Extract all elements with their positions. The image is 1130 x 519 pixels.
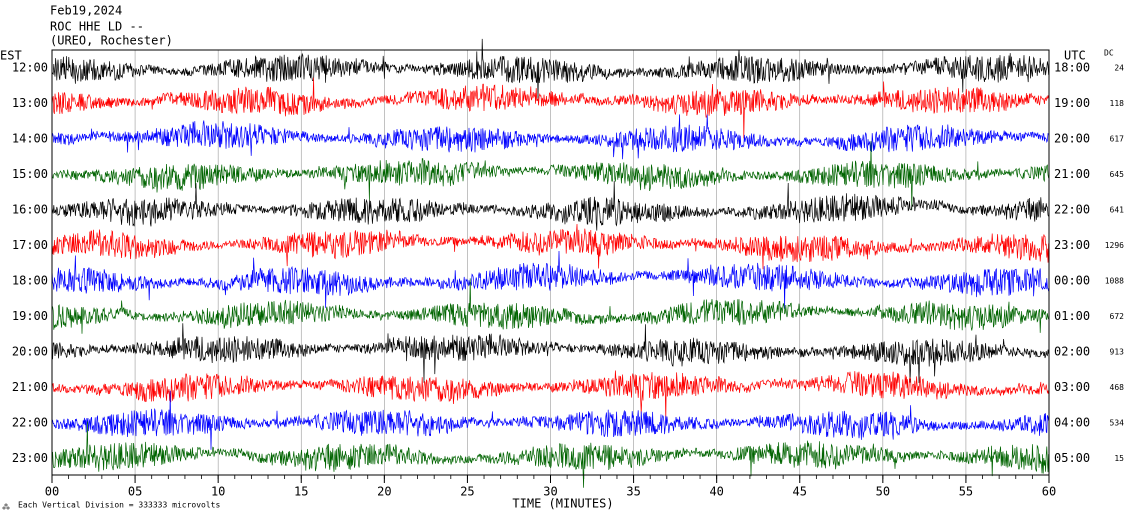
utc-label: 00:00 xyxy=(1054,274,1090,288)
dc-value: 645 xyxy=(1110,170,1125,179)
trace xyxy=(51,141,1049,210)
dc-value: 913 xyxy=(1110,348,1125,357)
right-axis-label: UTC xyxy=(1064,49,1086,63)
est-label: 13:00 xyxy=(12,96,48,110)
est-label: 19:00 xyxy=(12,309,48,323)
footer: Each Vertical Division = 333333 microvol… xyxy=(18,501,220,510)
header-station: ROC HHE LD -- xyxy=(50,20,144,34)
utc-label: 05:00 xyxy=(1054,451,1090,465)
header-location: (UREO, Rochester) xyxy=(50,34,173,48)
plot-frame xyxy=(51,49,1050,476)
trace xyxy=(51,114,1049,160)
utc-label: 21:00 xyxy=(1054,167,1090,181)
trace xyxy=(51,223,1049,270)
x-tick-label: 35 xyxy=(626,485,640,499)
utc-label: 19:00 xyxy=(1054,96,1090,110)
x-tick-label: 10 xyxy=(211,485,225,499)
est-label: 18:00 xyxy=(12,274,48,288)
dc-value: 1088 xyxy=(1105,277,1124,286)
trace xyxy=(51,278,1049,334)
est-label: 21:00 xyxy=(12,380,48,394)
est-label: 14:00 xyxy=(12,132,48,146)
x-tick-label: 50 xyxy=(876,485,890,499)
logo-mark: ⁂ xyxy=(2,503,10,512)
dc-label: DC xyxy=(1104,49,1114,58)
x-tick-label: 20 xyxy=(377,485,391,499)
trace xyxy=(51,250,1049,309)
dc-value: 24 xyxy=(1114,64,1124,73)
x-tick-label: 25 xyxy=(460,485,474,499)
dc-value: 617 xyxy=(1110,135,1125,144)
dc-value: 118 xyxy=(1110,99,1125,108)
x-tick-label: 15 xyxy=(294,485,308,499)
est-label: 16:00 xyxy=(12,203,48,217)
utc-label: 04:00 xyxy=(1054,416,1090,430)
trace xyxy=(51,323,1049,384)
trace xyxy=(51,180,1049,231)
utc-label: 22:00 xyxy=(1054,203,1090,217)
trace xyxy=(51,77,1049,139)
utc-label: 23:00 xyxy=(1054,238,1090,252)
x-tick-label: 40 xyxy=(709,485,723,499)
x-tick-label: 05 xyxy=(128,485,142,499)
trace xyxy=(51,390,1049,450)
dc-value: 534 xyxy=(1110,419,1125,428)
dc-value: 468 xyxy=(1110,383,1125,392)
utc-label: 01:00 xyxy=(1054,309,1090,323)
utc-label: 03:00 xyxy=(1054,380,1090,394)
est-label: 17:00 xyxy=(12,238,48,252)
dc-value: 1296 xyxy=(1105,241,1124,250)
x-tick-label: 45 xyxy=(793,485,807,499)
x-tick-label: 30 xyxy=(543,485,557,499)
header-date: Feb19,2024 xyxy=(50,4,122,18)
dc-value: 15 xyxy=(1114,454,1124,463)
trace xyxy=(51,38,1049,102)
x-tick-label: 60 xyxy=(1042,485,1056,499)
est-label: 15:00 xyxy=(12,167,48,181)
est-label: 12:00 xyxy=(12,61,48,75)
utc-label: 20:00 xyxy=(1054,132,1090,146)
est-label: 23:00 xyxy=(12,451,48,465)
utc-label: 18:00 xyxy=(1054,61,1090,75)
trace xyxy=(51,370,1049,421)
dc-value: 641 xyxy=(1110,206,1125,215)
utc-label: 02:00 xyxy=(1054,345,1090,359)
dc-value: 672 xyxy=(1110,312,1125,321)
trace xyxy=(51,421,1049,488)
est-label: 22:00 xyxy=(12,416,48,430)
x-tick-label: 55 xyxy=(959,485,973,499)
x-tick-label: 00 xyxy=(45,485,59,499)
est-label: 20:00 xyxy=(12,345,48,359)
left-axis-label: EST xyxy=(0,49,22,63)
x-axis-label: TIME (MINUTES) xyxy=(512,497,613,511)
